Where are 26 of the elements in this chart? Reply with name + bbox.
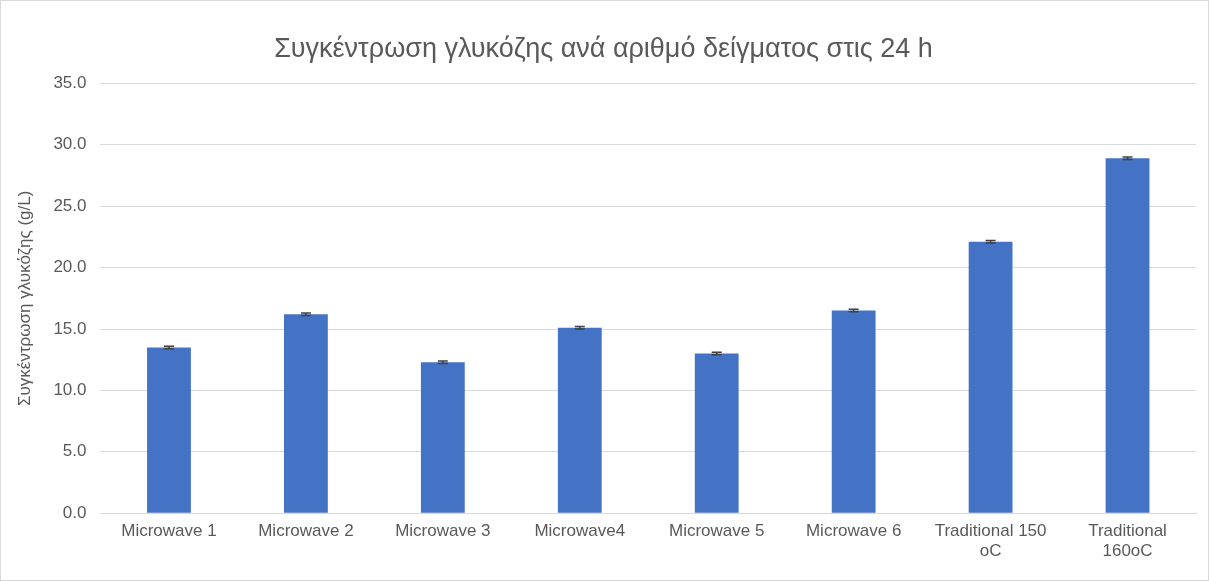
y-tick-label: 20.0	[53, 257, 87, 277]
y-tick-label: 0.0	[62, 502, 87, 522]
bar	[147, 347, 191, 513]
y-tick-label: 25.0	[53, 195, 87, 215]
x-tick-label: Microwave 1	[121, 521, 217, 541]
bar	[694, 353, 739, 513]
bar	[557, 327, 602, 513]
y-tick-label: 10.0	[53, 380, 87, 400]
bar	[831, 310, 876, 513]
y-tick-label: 30.0	[53, 134, 87, 154]
y-tick-label: 15.0	[53, 318, 87, 338]
x-tick-label: Microwave 6	[805, 521, 902, 541]
bar	[1105, 158, 1150, 513]
x-tick-label: Microwave 5	[669, 521, 765, 541]
chart-title: Συγκέντρωση γλυκόζης ανά αριθμό δείγματος στις 24 h	[274, 32, 933, 63]
bar	[968, 241, 1013, 513]
y-tick-label: 35.0	[53, 73, 87, 93]
x-tick-label: Traditional 160oC	[1088, 521, 1167, 561]
x-tick-label: Microwave 2	[258, 521, 354, 541]
x-tick-label: Traditional 150 oC	[934, 521, 1047, 561]
y-axis-title: Συγκέντρωση γλυκόζης (g/L)	[14, 190, 34, 406]
bar	[283, 314, 328, 513]
y-tick-label: 5.0	[62, 441, 87, 461]
x-tick-label: Microwave4	[534, 521, 626, 541]
x-tick-label: Microwave 3	[395, 521, 491, 541]
bar	[420, 362, 465, 513]
